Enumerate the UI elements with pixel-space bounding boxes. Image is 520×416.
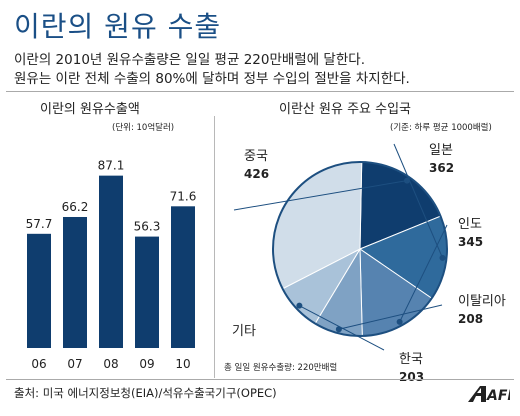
bar-value-label-08: 87.1 (98, 159, 125, 173)
leader-line-japan (393, 143, 443, 259)
top-divider (6, 91, 514, 92)
bar-chart-unit-note: (단위: 10억달러) (112, 123, 175, 133)
x-tick-label-09: 09 (139, 357, 154, 371)
subtitle-line-2: 원유는 이란 전체 수출의 80%에 달하며 정부 수입의 절반을 차지한다. (14, 71, 410, 87)
bar-value-label-06: 57.7 (26, 217, 53, 231)
bar-06 (27, 233, 51, 348)
slice-name-india: 인도 (458, 217, 482, 232)
bar-09 (135, 236, 159, 348)
bar-08 (99, 175, 123, 348)
pie-chart: 중국 426 일본 362 인도 345 이탈리아 208 한국 203 기타총 일일 원유수출량:… (224, 143, 506, 382)
afp-logo-text: AFP (486, 388, 510, 404)
leader-line-korea (299, 305, 385, 351)
slice-value-china: 426 (244, 167, 269, 181)
slice-name-korea: 한국 (399, 352, 423, 367)
slice-value-italy: 208 (458, 312, 483, 326)
leader-line-india (399, 224, 448, 323)
bar-value-label-07: 66.2 (62, 200, 89, 214)
slice-value-japan: 362 (429, 161, 454, 175)
bar-10 (171, 206, 195, 348)
panel-divider (214, 116, 215, 378)
pie-outline (272, 161, 448, 337)
x-tick-label-06: 06 (31, 357, 46, 371)
bar-chart: 57.7 06 66.2 07 87.1 08 56.3 09 71.6 10 (26, 159, 197, 371)
afp-logo: AFP (466, 382, 518, 404)
slice-name-china: 중국 (244, 149, 268, 164)
subtitle-line-1: 이란의 2010년 원유수출량은 일일 평균 220만배럴에 달한다. (14, 52, 365, 68)
page-title: 이란의 원유 수출 (14, 10, 222, 43)
leader-line-china (233, 180, 408, 211)
x-tick-label-07: 07 (67, 357, 82, 371)
pie-total-note: 총 일일 원유수출량: 220만배럴 (224, 362, 337, 373)
leader-dot-korea (296, 302, 303, 309)
pie-chart-title: 이란산 원유 주요 수입국 (279, 102, 411, 117)
bar-chart-title: 이란의 원유수출액 (40, 102, 140, 117)
bottom-divider (6, 379, 514, 380)
slice-name-italy: 이탈리아 (458, 294, 506, 309)
x-tick-label-10: 10 (175, 357, 190, 371)
source-note: 출처: 미국 에너지정보청(EIA)/석유수출국기구(OPEC) (14, 386, 277, 400)
slice-name-other: 기타 (232, 324, 256, 339)
leader-line-italy (338, 304, 443, 330)
slice-value-korea: 203 (399, 370, 424, 382)
pie-chart-unit-note: (기준: 하루 평균 1000배럴) (390, 123, 492, 133)
bar-07 (63, 216, 87, 348)
slice-name-japan: 일본 (429, 143, 453, 158)
bar-value-label-10: 71.6 (170, 189, 197, 203)
x-tick-label-08: 08 (103, 357, 118, 371)
bar-value-label-09: 56.3 (134, 220, 161, 234)
slice-value-india: 345 (458, 235, 483, 249)
